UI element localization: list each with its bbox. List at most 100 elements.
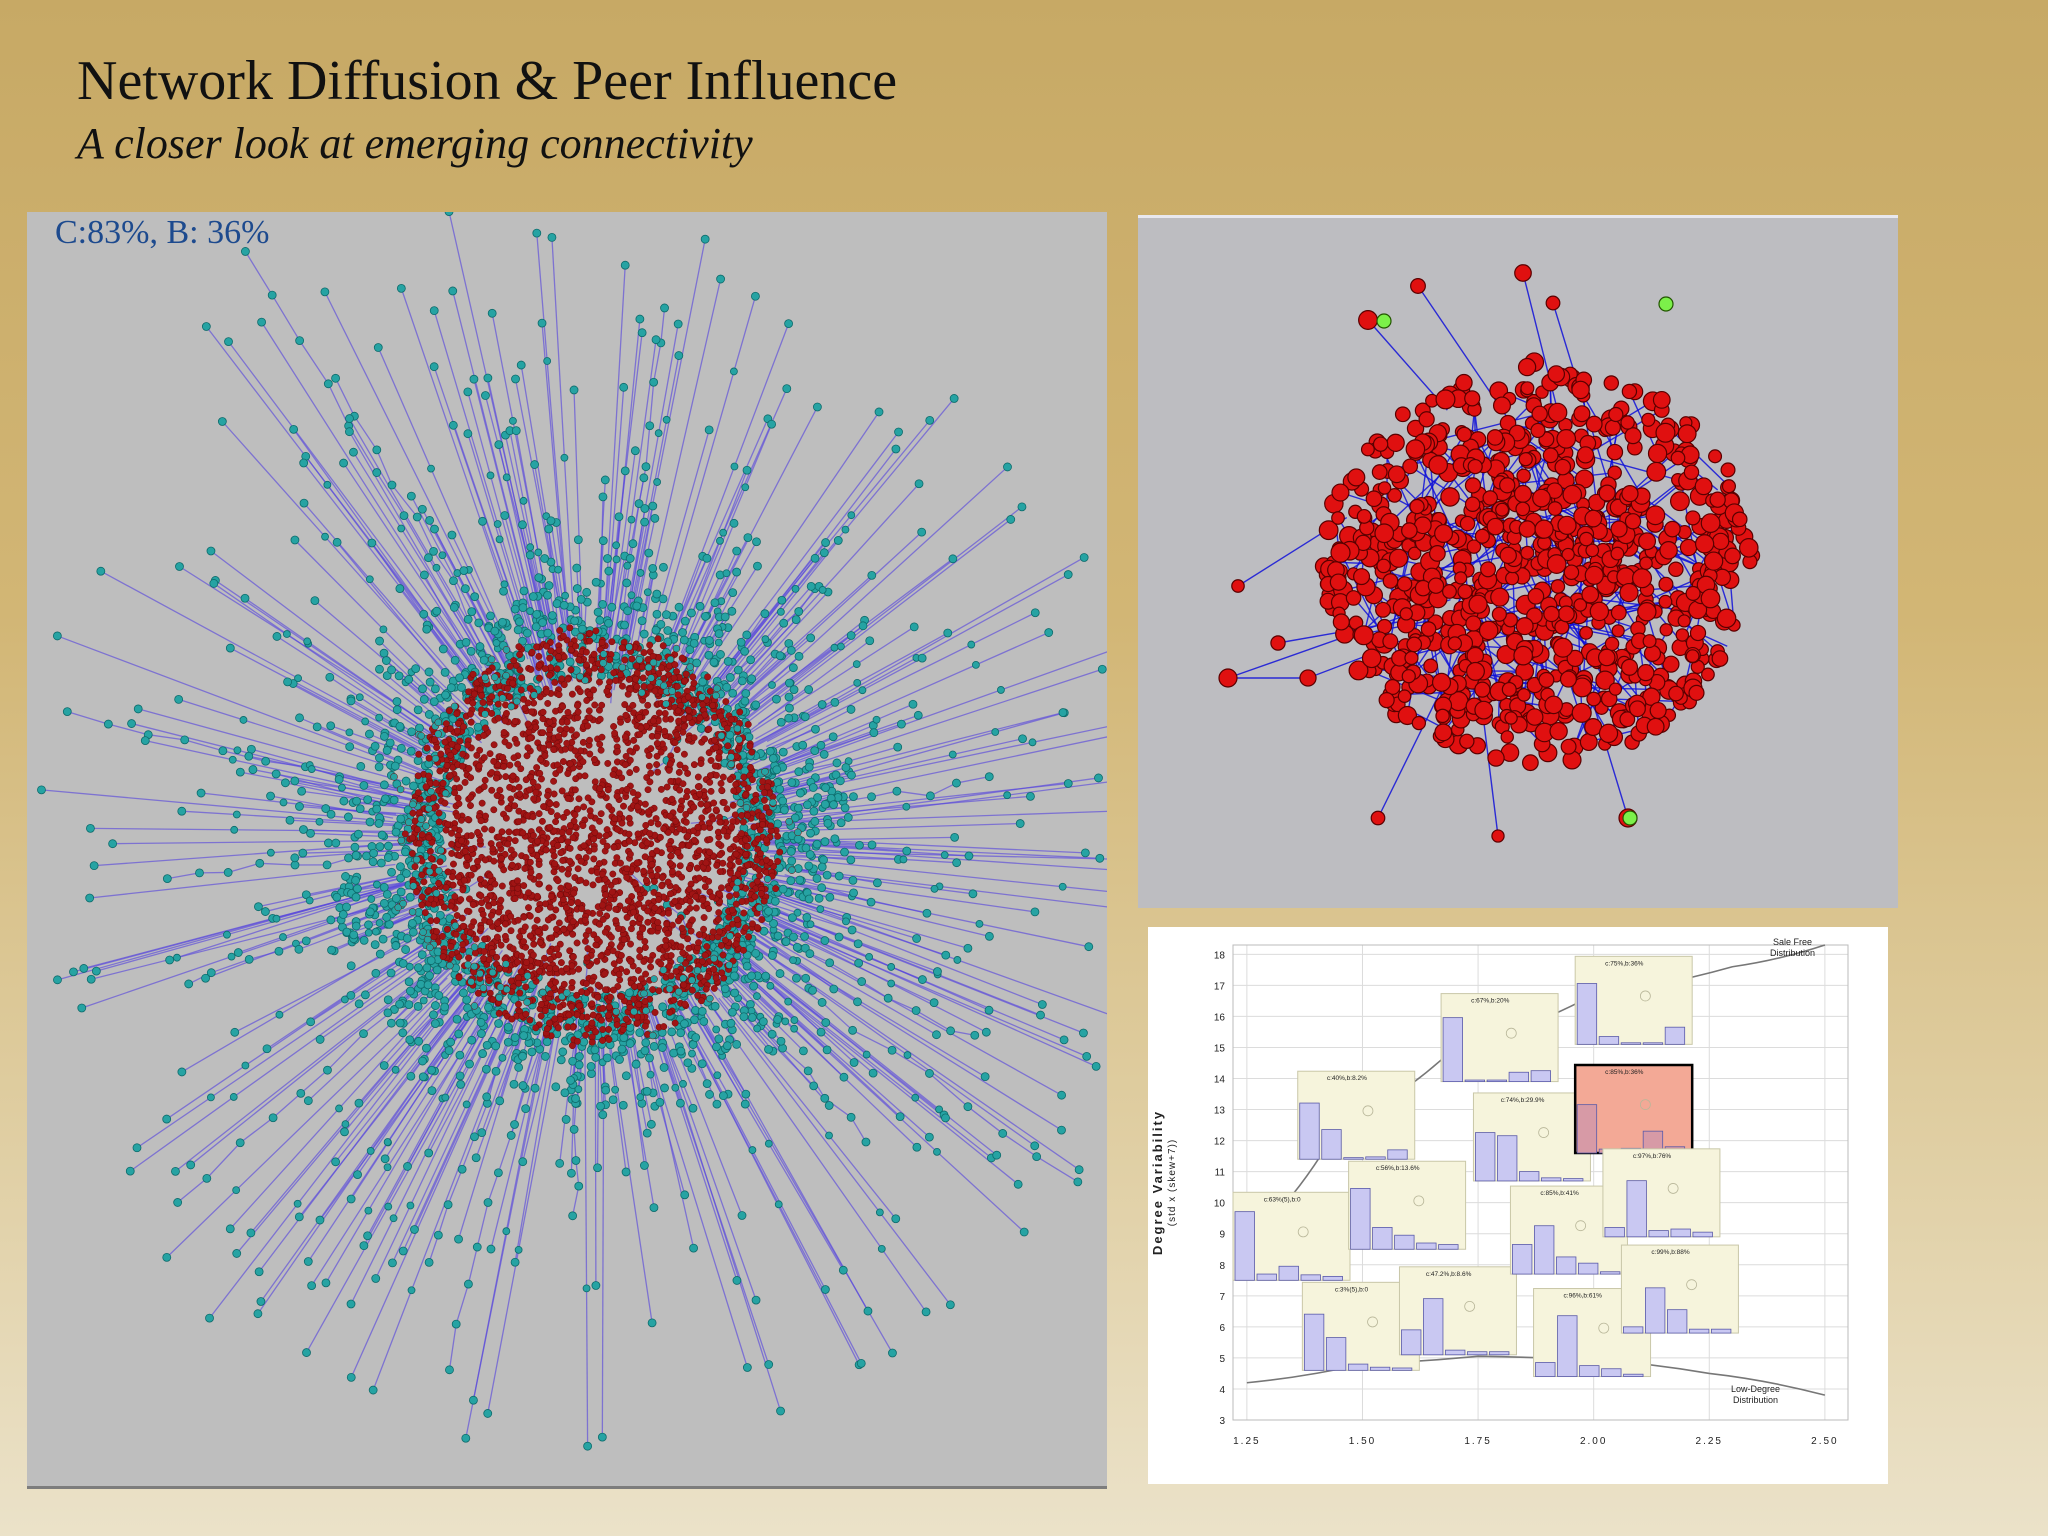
node bbox=[599, 1004, 607, 1012]
node bbox=[426, 847, 434, 855]
node bbox=[607, 933, 615, 941]
node bbox=[540, 554, 549, 563]
node bbox=[444, 212, 454, 216]
node bbox=[375, 753, 384, 763]
node bbox=[520, 882, 528, 890]
node bbox=[569, 930, 577, 938]
node bbox=[526, 607, 535, 615]
edge bbox=[433, 310, 548, 691]
node bbox=[528, 592, 538, 601]
node bbox=[575, 1052, 584, 1061]
node bbox=[359, 1029, 368, 1039]
node bbox=[790, 1016, 799, 1024]
node bbox=[368, 1385, 378, 1395]
node bbox=[853, 939, 863, 949]
node bbox=[825, 892, 835, 902]
node bbox=[784, 997, 793, 1006]
node bbox=[502, 1227, 511, 1236]
node bbox=[604, 759, 612, 767]
node bbox=[605, 1025, 613, 1033]
node bbox=[551, 1082, 561, 1092]
node bbox=[225, 643, 235, 653]
node bbox=[652, 609, 662, 619]
node bbox=[394, 671, 404, 681]
node bbox=[418, 1056, 427, 1066]
node bbox=[266, 848, 275, 857]
edge bbox=[702, 979, 951, 1306]
edge bbox=[276, 635, 434, 738]
edge bbox=[504, 515, 555, 695]
node bbox=[481, 391, 490, 400]
node bbox=[343, 812, 353, 822]
node bbox=[711, 762, 719, 770]
node bbox=[658, 874, 666, 882]
edge bbox=[773, 898, 1043, 1006]
node bbox=[409, 809, 417, 817]
edge bbox=[376, 472, 405, 516]
node bbox=[590, 855, 598, 863]
node bbox=[91, 966, 101, 976]
node bbox=[634, 967, 642, 974]
node bbox=[419, 694, 429, 704]
node bbox=[254, 902, 263, 912]
node bbox=[909, 622, 919, 632]
node bbox=[588, 1038, 596, 1046]
node bbox=[761, 971, 771, 981]
node bbox=[914, 479, 924, 489]
node bbox=[536, 674, 543, 682]
edge bbox=[744, 937, 1080, 1171]
node bbox=[518, 1081, 528, 1090]
node bbox=[832, 758, 842, 768]
node bbox=[476, 875, 484, 883]
edge bbox=[67, 710, 109, 725]
node bbox=[389, 1214, 398, 1223]
edge bbox=[705, 448, 897, 697]
node bbox=[201, 322, 211, 331]
node bbox=[642, 1086, 652, 1096]
node bbox=[519, 586, 529, 596]
node bbox=[396, 887, 406, 897]
node bbox=[564, 794, 572, 802]
node bbox=[532, 1024, 540, 1032]
node bbox=[459, 886, 467, 894]
node bbox=[624, 988, 634, 998]
node bbox=[617, 1044, 627, 1054]
node bbox=[462, 1100, 471, 1109]
edge bbox=[259, 862, 296, 866]
node bbox=[707, 757, 715, 764]
node bbox=[550, 790, 558, 798]
node bbox=[943, 628, 953, 638]
node bbox=[729, 518, 739, 528]
node bbox=[603, 554, 612, 563]
node bbox=[240, 593, 250, 603]
node bbox=[831, 770, 841, 780]
edge bbox=[605, 450, 636, 672]
edge bbox=[766, 657, 923, 743]
edge bbox=[778, 895, 1107, 1015]
node bbox=[473, 722, 483, 732]
node bbox=[666, 859, 674, 867]
node bbox=[659, 1063, 669, 1072]
node bbox=[800, 932, 809, 941]
node bbox=[509, 416, 517, 425]
node bbox=[853, 997, 862, 1007]
node bbox=[539, 715, 547, 723]
node bbox=[640, 958, 648, 965]
node bbox=[968, 889, 978, 899]
edge bbox=[221, 421, 487, 718]
node bbox=[570, 889, 578, 897]
node bbox=[750, 823, 758, 831]
node bbox=[717, 942, 725, 949]
node bbox=[423, 980, 433, 990]
node bbox=[608, 638, 616, 646]
node bbox=[567, 899, 575, 907]
node bbox=[722, 569, 731, 578]
node bbox=[678, 628, 687, 637]
node bbox=[62, 707, 72, 717]
node bbox=[537, 318, 547, 328]
edge bbox=[251, 748, 404, 792]
node bbox=[747, 763, 754, 771]
node bbox=[808, 783, 818, 792]
node bbox=[295, 713, 304, 723]
node bbox=[408, 927, 418, 937]
